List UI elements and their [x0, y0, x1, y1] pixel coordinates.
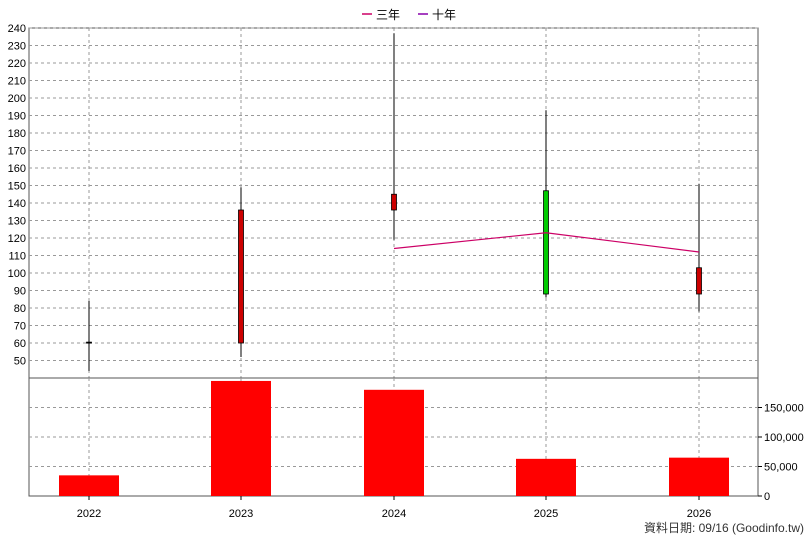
volume-tick-label: 0: [764, 491, 770, 503]
x-tick-label: 2025: [534, 508, 558, 520]
price-tick-label: 100: [8, 268, 26, 280]
volume-tick-label: 100,000: [764, 432, 804, 444]
price-tick-label: 230: [8, 41, 26, 53]
x-tick-label: 2026: [687, 508, 711, 520]
x-tick-label: 2023: [229, 508, 253, 520]
price-tick-label: 220: [8, 58, 26, 70]
candle-body-2024: [391, 193, 397, 211]
candle-body-2025: [543, 190, 549, 295]
price-tick-label: 140: [8, 198, 26, 210]
candle-body-2022: [86, 341, 92, 344]
price-tick-label: 70: [14, 321, 26, 333]
price-tick-label: 110: [8, 251, 26, 263]
volume-bar-2023: [211, 380, 271, 496]
price-tick-label: 190: [8, 111, 26, 123]
price-tick-label: 200: [8, 93, 26, 105]
footer-source: 資料日期: 09/16 (Goodinfo.tw): [644, 521, 804, 535]
volume-tick-label: 50,000: [764, 462, 798, 474]
x-tick-label: 2024: [382, 508, 406, 520]
legend-label-1: 十年: [432, 8, 456, 22]
volume-bar-2024: [364, 389, 424, 496]
candle-body-2023: [238, 209, 244, 344]
price-tick-label: 150: [8, 181, 26, 193]
series-line-0: [393, 232, 700, 253]
price-tick-label: 160: [8, 163, 26, 175]
legend: 三年 十年: [362, 8, 456, 22]
price-tick-label: 210: [8, 76, 26, 88]
volume-tick-label: 150,000: [764, 403, 804, 415]
price-tick-label: 80: [14, 303, 26, 315]
price-tick-label: 240: [8, 23, 26, 35]
price-tick-label: 50: [14, 356, 26, 368]
price-tick-label: 180: [8, 128, 26, 140]
volume-bar-2026: [669, 457, 729, 496]
price-tick-label: 170: [8, 146, 26, 158]
price-panel: 50 60 70 80 90 100 110 120 130 140 150 160 170 180 190…: [8, 23, 759, 379]
volume-panel: 0 50,000 100,000 150,000: [28, 377, 804, 503]
price-tick-label: 60: [14, 338, 26, 350]
price-tick-label: 120: [8, 233, 26, 245]
x-tick-label: 2022: [77, 508, 101, 520]
x-axis: 2022 2023 2024 2025 2026: [77, 496, 711, 520]
volume-bar-2022: [59, 475, 119, 496]
legend-label-0: 三年: [376, 8, 400, 22]
candle-body-2026: [696, 267, 702, 295]
price-tick-label: 90: [14, 286, 26, 298]
price-tick-label: 130: [8, 216, 26, 228]
volume-bar-2025: [516, 458, 576, 496]
